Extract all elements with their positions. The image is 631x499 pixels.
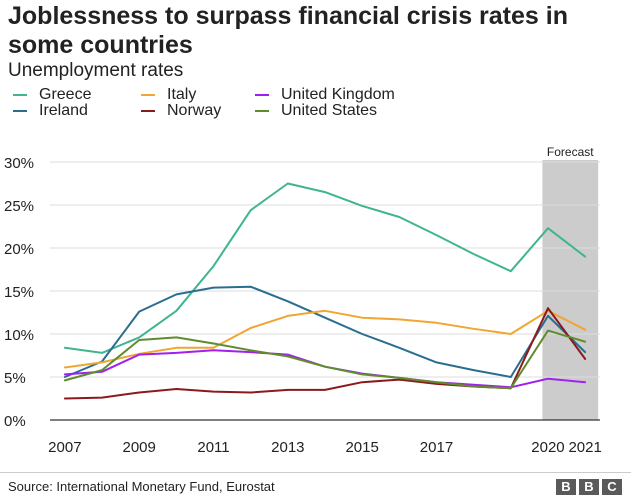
series-line-united-states <box>63 329 587 390</box>
legend-item-norway: Norway <box>141 102 221 120</box>
legend-swatch-italy <box>141 94 155 96</box>
x-tick-label: 2007 <box>48 439 81 456</box>
legend-swatch-norway <box>141 110 155 112</box>
source-note: Source: International Monetary Fund, Eur… <box>8 479 275 494</box>
chart-subtitle: Unemployment rates <box>8 60 184 81</box>
legend-label-united-kingdom: United Kingdom <box>281 86 395 103</box>
legend-label-italy: Italy <box>167 86 197 103</box>
line-chart: Forecast 0% 5% 10% 15% 20% 25% 30% 2007 2009 2011 2… <box>4 145 602 456</box>
y-tick-label: 15% <box>4 284 34 301</box>
legend-label-norway: Norway <box>167 102 222 119</box>
bbc-logo-letter-3: C <box>602 479 622 495</box>
series-line-ireland <box>63 285 587 378</box>
y-tick-label: 5% <box>4 370 26 387</box>
legend-swatch-united-kingdom <box>255 94 269 96</box>
y-tick-label: 20% <box>4 241 34 258</box>
bbc-logo: B B C <box>556 479 622 495</box>
bbc-logo-letter-2: B <box>579 479 599 495</box>
x-tick-label: 2017 <box>420 439 453 456</box>
y-tick-label: 30% <box>4 155 34 172</box>
series-line-italy <box>63 309 587 369</box>
bbc-logo-letter-1: B <box>556 479 576 495</box>
y-tick-label: 25% <box>4 198 34 215</box>
legend-item-united-states: United States <box>255 102 377 120</box>
legend-label-greece: Greece <box>39 86 92 103</box>
y-tick-label: 0% <box>4 413 26 430</box>
legend-label-united-states: United States <box>281 102 378 119</box>
series-line-united-kingdom <box>63 349 587 389</box>
x-tick-label: 2020 <box>531 439 564 456</box>
y-tick-label: 10% <box>4 327 34 344</box>
legend-item-greece: Greece <box>13 86 91 104</box>
x-tick-label: 2009 <box>123 439 156 456</box>
series-line-greece <box>63 182 587 354</box>
x-tick-label: 2013 <box>271 439 304 456</box>
legend-swatch-greece <box>13 94 27 96</box>
footer-divider <box>0 472 631 473</box>
legend-label-ireland: Ireland <box>39 102 88 119</box>
x-tick-label: 2015 <box>345 439 378 456</box>
x-tick-label: 2011 <box>197 439 229 456</box>
chart-title: Joblessness to surpass financial crisis … <box>8 2 568 59</box>
legend-item-united-kingdom: United Kingdom <box>255 86 395 104</box>
legend-swatch-united-states <box>255 110 269 112</box>
legend-swatch-ireland <box>13 110 27 112</box>
x-tick-label: 2021 <box>568 439 601 456</box>
forecast-label: Forecast <box>547 145 594 159</box>
legend-item-italy: Italy <box>141 86 196 104</box>
legend-item-ireland: Ireland <box>13 102 88 120</box>
